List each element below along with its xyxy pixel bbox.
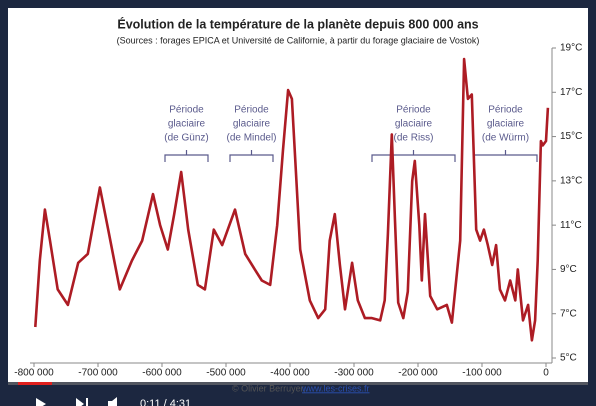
next-button[interactable] [76,398,88,406]
annotation: Période [169,105,204,116]
y-tick-label: 17°C [560,87,582,98]
x-tick-label: -100 000 [462,368,502,379]
volume-button[interactable] [108,397,117,406]
y-tick-label: 13°C [560,175,582,186]
bracket [164,150,209,162]
x-tick-label: -400 000 [270,368,310,379]
annotation: Période [488,105,523,116]
temperature-line [34,57,550,342]
play-button[interactable] [36,398,46,406]
x-tick-label: -800 000 [14,368,54,379]
annotation: (de Mindel) [226,133,276,144]
x-tick-label: -300 000 [334,368,374,379]
progress-track[interactable] [8,382,588,385]
progress-played [18,382,52,385]
time-display: 0:11 / 4:31 [140,398,191,406]
credit: © Olivier Berruyer, [232,383,306,393]
annotation: glaciaire [487,119,525,130]
x-tick-label: -500 000 [206,368,246,379]
annotation: (de Riss) [393,133,433,144]
annotation: (de Günz) [164,133,208,144]
credit-link[interactable]: www.les-crises.fr [301,383,370,393]
y-tick-label: 9°C [560,264,577,275]
y-tick-label: 7°C [560,308,577,319]
annotation: glaciaire [233,119,271,130]
annotation: (de Würm) [482,133,529,144]
x-tick-label: -200 000 [398,368,438,379]
annotation: glaciaire [395,119,433,130]
annotation: Période [396,105,431,116]
bracket [229,150,274,162]
bracket [371,150,456,162]
annotation: glaciaire [168,119,206,130]
y-tick-label: 5°C [560,353,577,364]
x-tick-label: 0 [543,368,549,379]
y-tick-label: 11°C [560,220,582,231]
y-tick-label: 19°C [560,43,582,54]
chart-title: Évolution de la température de la planèt… [117,16,478,31]
y-tick-label: 15°C [560,131,582,142]
x-tick-label: -600 000 [142,368,182,379]
annotation: Période [234,105,269,116]
x-tick-label: -700 000 [78,368,118,379]
chart-subtitle: (Sources : forages EPICA et Université d… [117,35,480,45]
